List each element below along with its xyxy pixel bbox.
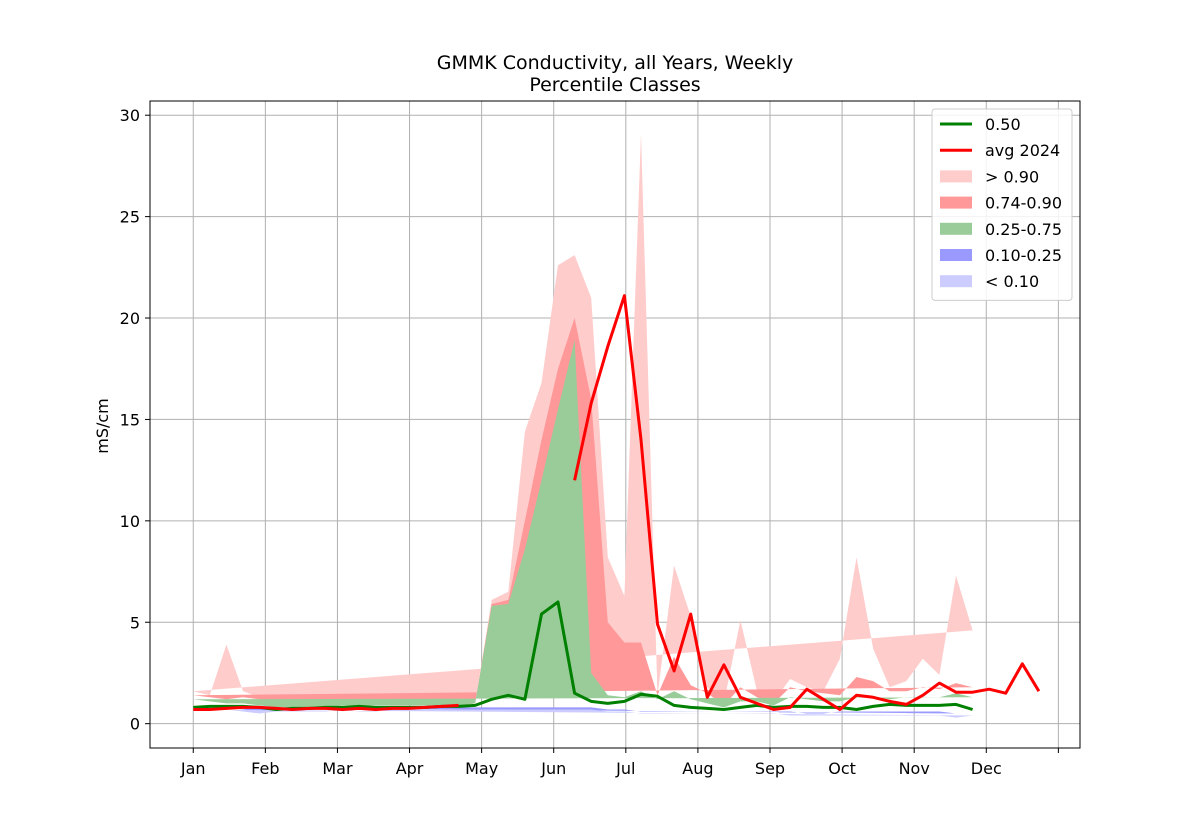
x-tick-label-0: Jan [180,759,206,778]
y-tick-label-3: 15 [120,410,140,429]
y-tick-label-6: 30 [120,106,140,125]
x-tick-label-9: Oct [828,759,856,778]
x-tick-label-2: Mar [322,759,353,778]
x-tick-label-7: Aug [682,759,713,778]
x-tick-label-8: Sep [755,759,785,778]
x-tick-label-5: Jun [540,759,566,778]
legend-swatch-2 [940,170,972,183]
x-tick-label-1: Feb [251,759,279,778]
x-tick-label-11: Dec [971,759,1002,778]
chart-subtitle: Percentile Classes [529,74,700,96]
x-axis-ticks: Jan Feb Mar Apr May Jun Jul Aug Sep Oct Nov Dec [180,748,1059,778]
legend-label-6: < 0.10 [985,272,1039,291]
y-tick-label-4: 20 [120,309,140,328]
y-axis-label: mS/cm [93,398,112,454]
chart-title: GMMK Conductivity, all Years, Weekly [437,52,794,74]
series-line-1-1 [573,294,1041,711]
legend-label-0: 0.50 [985,115,1021,134]
legend-label-4: 0.25-0.75 [985,220,1062,239]
legend-swatch-5 [940,249,972,261]
x-tick-label-4: May [465,759,498,778]
legend-swatch-6 [940,275,972,288]
y-tick-label-1: 5 [130,613,140,632]
y-tick-label-0: 0 [130,715,140,734]
series-lines [193,294,1041,711]
band-2 [193,340,973,708]
legend-label-1: avg 2024 [985,141,1060,160]
y-tick-label-5: 25 [120,208,140,227]
legend-swatch-3 [940,196,972,209]
plot-frame [149,100,1081,749]
series-line-1-0 [193,703,459,711]
percentile-bands [193,133,973,718]
x-tick-label-6: Jul [615,759,635,778]
legend-label-3: 0.74-0.90 [985,194,1062,213]
legend: 0.50 avg 2024 > 0.90 0.74-0.90 0.25-0.75 0.10… [931,108,1073,301]
y-tick-label-2: 10 [120,512,140,531]
legend-swatch-4 [940,222,972,235]
x-tick-label-10: Nov [899,759,930,778]
y-axis-ticks: 0 5 10 15 20 25 30 [120,106,150,734]
x-tick-label-3: Apr [396,759,424,778]
legend-label-2: > 0.90 [985,167,1039,186]
legend-label-5: 0.10-0.25 [985,246,1062,265]
